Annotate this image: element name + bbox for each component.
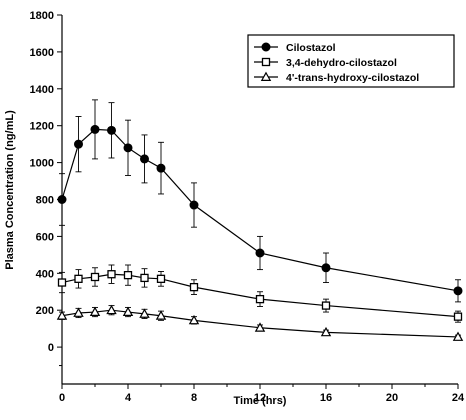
y-tick-label: 0 [48, 342, 54, 354]
data-point [73, 307, 84, 317]
y-tick-label: 600 [36, 231, 54, 243]
data-point [107, 125, 116, 135]
data-point [254, 322, 266, 332]
data-point [260, 71, 272, 81]
data-point [106, 304, 117, 315]
y-axis-label: Plasma Concentration (ng/mL) [4, 110, 16, 270]
y-tick-label: 1600 [30, 47, 54, 59]
data-point [90, 272, 100, 282]
data-point [188, 314, 200, 325]
data-point [452, 331, 464, 341]
data-point [140, 154, 149, 164]
x-tick-label: 4 [125, 392, 132, 404]
data-point [57, 278, 67, 287]
x-tick-label: 0 [59, 392, 65, 404]
data-point [453, 312, 463, 321]
data-point [156, 163, 166, 173]
x-tick-label: 24 [452, 392, 465, 404]
data-point [90, 124, 100, 134]
x-tick-label: 20 [386, 392, 398, 404]
legend-label: 4'-trans-hydroxy-cilostazol [286, 72, 419, 84]
data-point [140, 273, 149, 283]
data-point [56, 310, 68, 320]
data-point [453, 286, 463, 296]
y-tick-label: 400 [36, 268, 54, 280]
data-point [89, 306, 101, 317]
data-point [107, 270, 116, 279]
series-2 [57, 264, 463, 323]
y-tick-label: 200 [36, 305, 54, 317]
legend-label: Cilostazol [286, 42, 336, 54]
legend-box [247, 34, 455, 88]
data-point [123, 143, 133, 153]
axes: 0 200 400 600 800 1000 1200 1400 1600 1800 0 4 8 12 16… [30, 10, 465, 404]
legend: Cilostazol 3,4-dehydro-cilostazol 4'-trans… [247, 34, 455, 88]
legend-item: Cilostazol [254, 42, 336, 54]
data-point [261, 57, 271, 67]
legend-item: 4'-trans-hydroxy-cilostazol [254, 71, 419, 84]
y-tick-label: 1800 [30, 10, 54, 22]
series-1 [57, 99, 463, 303]
x-tick-label: 12 [254, 392, 266, 404]
data-point [74, 139, 83, 149]
series-group [56, 99, 464, 341]
data-point [255, 294, 265, 304]
data-point [123, 270, 133, 280]
y-tick-label: 1000 [30, 158, 54, 170]
data-point [139, 308, 150, 318]
x-tick-label: 16 [320, 392, 332, 404]
data-point [321, 263, 331, 273]
x-axis-label: Time (hrs) [234, 395, 287, 407]
data-point [255, 248, 265, 258]
x-tick-label: 8 [191, 392, 197, 404]
data-point [320, 326, 332, 337]
y-tick-label: 800 [36, 195, 54, 207]
y-tick-label: 1400 [30, 84, 54, 96]
legend-item: 3,4-dehydro-cilostazol [254, 57, 397, 69]
data-point [155, 310, 167, 320]
data-point [189, 200, 199, 210]
data-point [321, 301, 331, 310]
data-point [122, 306, 134, 317]
data-point [74, 274, 83, 283]
series-3 [56, 304, 464, 341]
data-point [261, 42, 271, 52]
data-point [189, 282, 199, 292]
data-point [57, 195, 67, 204]
legend-label: 3,4-dehydro-cilostazol [286, 57, 397, 69]
data-point [156, 274, 166, 283]
y-tick-label: 1200 [30, 121, 54, 133]
